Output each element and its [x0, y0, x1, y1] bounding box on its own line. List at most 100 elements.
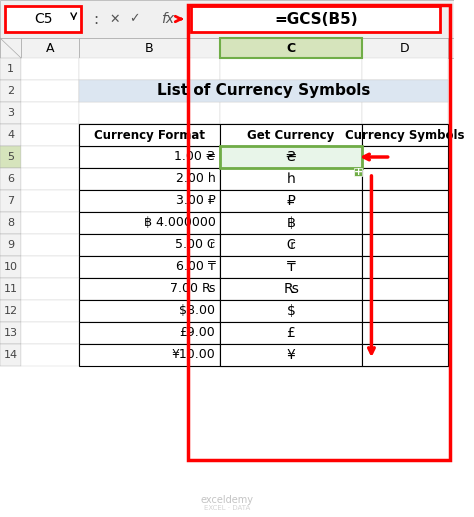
Bar: [362, 58, 448, 80]
Bar: [362, 256, 448, 278]
Bar: [79, 234, 220, 256]
Text: Get Currency: Get Currency: [247, 129, 335, 142]
Text: List of Currency Symbols: List of Currency Symbols: [156, 84, 370, 99]
Bar: [362, 278, 448, 300]
Bar: [0, 102, 21, 124]
Bar: [362, 124, 448, 146]
Bar: [362, 300, 448, 322]
Bar: [0, 344, 21, 366]
Text: ✕: ✕: [109, 12, 120, 25]
Bar: [21, 102, 79, 124]
Bar: [79, 344, 220, 366]
Bar: [362, 300, 448, 322]
Bar: [220, 102, 362, 124]
Bar: [5, 6, 82, 32]
Bar: [220, 168, 362, 190]
Bar: [220, 300, 362, 322]
Bar: [362, 344, 448, 366]
Text: 14: 14: [3, 350, 18, 360]
Bar: [21, 256, 79, 278]
Bar: [79, 146, 220, 168]
Bar: [220, 124, 362, 146]
Bar: [220, 278, 362, 300]
Bar: [0, 256, 21, 278]
Text: 5: 5: [7, 152, 14, 162]
Bar: [0, 212, 21, 234]
Bar: [21, 124, 79, 146]
Bar: [79, 124, 220, 146]
Bar: [220, 212, 362, 234]
Text: B: B: [145, 41, 154, 54]
Bar: [21, 38, 79, 58]
Bar: [362, 256, 448, 278]
Bar: [21, 212, 79, 234]
Bar: [362, 322, 448, 344]
Bar: [220, 234, 362, 256]
Bar: [0, 58, 21, 80]
Text: ₸: ₸: [287, 260, 295, 274]
Bar: [220, 256, 362, 278]
Bar: [220, 146, 362, 168]
Bar: [21, 190, 79, 212]
Text: 13: 13: [3, 328, 18, 338]
Text: D: D: [400, 41, 410, 54]
Bar: [21, 58, 79, 80]
Bar: [362, 234, 448, 256]
Bar: [220, 58, 362, 80]
Bar: [21, 168, 79, 190]
Bar: [362, 38, 448, 58]
Bar: [354, 168, 362, 176]
Bar: [362, 190, 448, 212]
Bar: [220, 256, 362, 278]
Bar: [0, 38, 454, 58]
Bar: [21, 278, 79, 300]
Text: £9.00: £9.00: [180, 327, 215, 340]
Text: 12: 12: [3, 306, 18, 316]
Bar: [220, 146, 362, 168]
Text: ₴: ₴: [286, 150, 296, 164]
Text: :: :: [93, 11, 98, 26]
Bar: [0, 80, 21, 102]
Bar: [79, 124, 220, 146]
Bar: [21, 322, 79, 344]
Bar: [362, 124, 448, 146]
Text: 2: 2: [7, 86, 14, 96]
Bar: [220, 278, 362, 300]
Bar: [362, 212, 448, 234]
Bar: [362, 190, 448, 212]
Text: 1.00 ₴: 1.00 ₴: [174, 150, 215, 163]
Text: fx: fx: [161, 12, 174, 26]
Text: £: £: [287, 326, 295, 340]
Text: ฿: ฿: [287, 216, 295, 230]
Bar: [362, 80, 448, 102]
Bar: [220, 38, 362, 58]
Bar: [220, 146, 362, 168]
Text: C: C: [286, 41, 296, 54]
Bar: [21, 300, 79, 322]
Bar: [79, 38, 220, 58]
Text: 3: 3: [7, 108, 14, 118]
Bar: [0, 124, 21, 146]
Bar: [79, 278, 220, 300]
Bar: [220, 344, 362, 366]
Text: ✓: ✓: [129, 12, 139, 25]
Text: 2.00 հ: 2.00 հ: [176, 173, 215, 186]
Bar: [79, 80, 220, 102]
Bar: [220, 212, 362, 234]
Bar: [220, 124, 362, 146]
Bar: [21, 344, 79, 366]
Text: 9: 9: [7, 240, 14, 250]
Text: 3.00 ₽: 3.00 ₽: [176, 194, 215, 207]
Text: $: $: [287, 304, 295, 318]
Bar: [0, 146, 21, 168]
Bar: [362, 344, 448, 366]
Bar: [362, 278, 448, 300]
Bar: [220, 322, 362, 344]
Bar: [79, 212, 220, 234]
Text: 7: 7: [7, 196, 14, 206]
Text: =GCS(B5): =GCS(B5): [274, 11, 358, 26]
Text: 6: 6: [7, 174, 14, 184]
Text: EXCEL · DATA: EXCEL · DATA: [204, 505, 250, 511]
Bar: [191, 6, 440, 32]
Text: 7.00 ₨: 7.00 ₨: [170, 282, 215, 296]
